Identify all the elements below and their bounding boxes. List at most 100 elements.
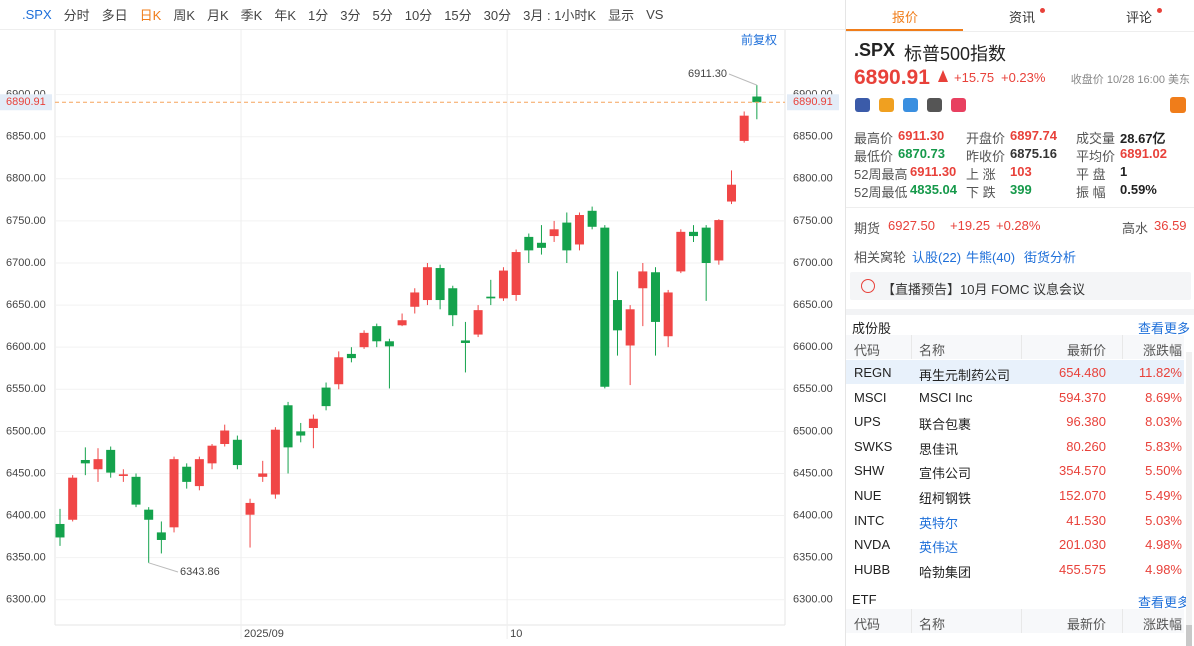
name[interactable]: 宣伟公司	[919, 466, 972, 482]
toolbar-item[interactable]: 5分	[372, 8, 393, 23]
last-price: 96.380	[1066, 414, 1106, 430]
section-title: ETF	[852, 592, 877, 607]
stat-value: 6897.74	[1010, 128, 1057, 143]
futures-label: 期货	[854, 221, 881, 236]
code[interactable]: REGN	[854, 365, 892, 380]
more-link[interactable]: 查看更多	[1137, 595, 1190, 610]
code[interactable]: HUBB	[854, 561, 891, 577]
code[interactable]: NVDA	[854, 537, 891, 553]
column-header: 涨跌幅	[1142, 343, 1182, 358]
row-highlight	[846, 360, 1184, 384]
y-tick-label: 6500.00	[6, 425, 46, 437]
name[interactable]: 哈勃集团	[919, 564, 972, 580]
toolbar-item[interactable]: 季K	[240, 8, 263, 23]
warrant-link[interactable]: 认股(22)	[912, 250, 962, 265]
y2-tick-label: 6450.00	[793, 467, 833, 479]
column-divider	[911, 609, 912, 633]
toolbar-item[interactable]: .SPX	[22, 7, 52, 22]
last-price: 41.530	[1066, 512, 1106, 528]
stat-label: 下 跌	[966, 185, 996, 200]
candle-body	[549, 229, 559, 237]
stat-label: 最低价	[854, 149, 894, 164]
stat-value: 6875.16	[1010, 146, 1057, 161]
candle-body	[676, 231, 686, 272]
y2-tick-label: 6350.00	[793, 552, 833, 564]
tab[interactable]: 资讯	[1008, 10, 1035, 25]
toolbar-item[interactable]: 3分	[340, 8, 361, 23]
candle-body	[498, 270, 508, 299]
warrant-link[interactable]: 牛熊(40)	[966, 250, 1016, 265]
name[interactable]: 思佳讯	[919, 441, 959, 457]
name[interactable]: 英伟达	[919, 540, 959, 556]
toolbar-item[interactable]: 年K	[274, 8, 297, 23]
candle-body	[536, 242, 546, 248]
column-divider	[911, 335, 912, 359]
candle-body	[689, 231, 698, 237]
toolbar-item[interactable]: 分时	[63, 8, 90, 23]
icon[interactable]	[855, 98, 870, 112]
candle-body	[511, 252, 521, 295]
code[interactable]: UPS	[854, 414, 881, 430]
name[interactable]: 英特尔	[919, 515, 959, 531]
toolbar-item[interactable]: 显示	[608, 8, 635, 23]
alert-icon[interactable]	[1170, 97, 1186, 113]
last-price: 80.260	[1066, 438, 1106, 454]
y2-tick-label: 6650.00	[793, 299, 833, 311]
code[interactable]: NUE	[854, 488, 882, 503]
quote-panel: 报价 资讯 评论 .SPX 标普500指数 6890.91 +15.75 +0.23% 收盘价 …	[845, 0, 1194, 646]
icon[interactable]	[903, 98, 918, 112]
candle-body	[156, 532, 166, 540]
tab[interactable]: 评论	[1125, 10, 1152, 25]
icon[interactable]	[879, 98, 894, 112]
code[interactable]: SHW	[854, 463, 885, 479]
stat-value: 1	[1120, 164, 1128, 179]
last-price: 201.030	[1059, 537, 1106, 553]
toolbar-item[interactable]: 月K	[207, 8, 229, 23]
candle-body	[232, 439, 242, 466]
candle-body	[562, 222, 572, 251]
toolbar-item[interactable]: 15分	[444, 8, 472, 23]
y2-tick-label: 6500.00	[793, 425, 833, 437]
stat-label: 振 幅	[1076, 185, 1106, 200]
candle-body	[701, 227, 711, 263]
candle-body	[384, 341, 394, 347]
candle-body	[144, 509, 154, 520]
stat-value: 6891.02	[1120, 146, 1167, 161]
code[interactable]: INTC	[854, 512, 885, 528]
name[interactable]: 再生元制药公司	[919, 368, 1011, 383]
name[interactable]: 联合包裹	[919, 417, 972, 433]
code[interactable]: MSCI	[854, 389, 887, 405]
y-tick-label: 6400.00	[6, 509, 46, 521]
icon[interactable]	[951, 98, 966, 112]
tab[interactable]: 报价	[891, 10, 918, 25]
candle-body	[714, 220, 724, 261]
toolbar-item[interactable]: 日K	[139, 8, 162, 23]
stat-label: 上 涨	[966, 167, 996, 182]
adjust-link: 前复权	[741, 32, 777, 47]
y2-tick-label: 6600.00	[793, 341, 833, 353]
candle-body	[207, 445, 217, 464]
toolbar-item[interactable]: 10分	[404, 8, 433, 23]
up-arrow	[938, 70, 948, 82]
banner[interactable]: 【直播预告】10月 FOMC 议息会议	[882, 282, 1085, 297]
code[interactable]: SWKS	[854, 438, 893, 454]
notification-dot	[1157, 8, 1162, 13]
toolbar-item[interactable]: 30分	[483, 8, 512, 23]
scroll-thumb[interactable]	[1186, 625, 1192, 646]
toolbar-item[interactable]: VS	[646, 7, 664, 22]
symbol: .SPX	[854, 40, 896, 60]
stat-label: 开盘价	[966, 131, 1006, 146]
name[interactable]: MSCI Inc	[919, 389, 973, 405]
icon[interactable]	[927, 98, 942, 112]
max-annotation: 6911.30	[688, 68, 727, 80]
toolbar-item[interactable]: 1分	[308, 8, 329, 23]
toolbar-item[interactable]: 多日	[101, 8, 128, 23]
toolbar-item[interactable]: 周K	[173, 8, 195, 23]
name[interactable]: 纽柯钢铁	[919, 491, 972, 506]
annotation-line	[728, 73, 758, 86]
toolbar-item[interactable]: 3月 : 1小时K	[523, 8, 597, 23]
y-tick-label: 6850.00	[6, 131, 46, 143]
more-link[interactable]: 查看更多	[1137, 321, 1190, 336]
candle-body	[612, 300, 622, 331]
warrant-link[interactable]: 街货分析	[1024, 250, 1077, 265]
